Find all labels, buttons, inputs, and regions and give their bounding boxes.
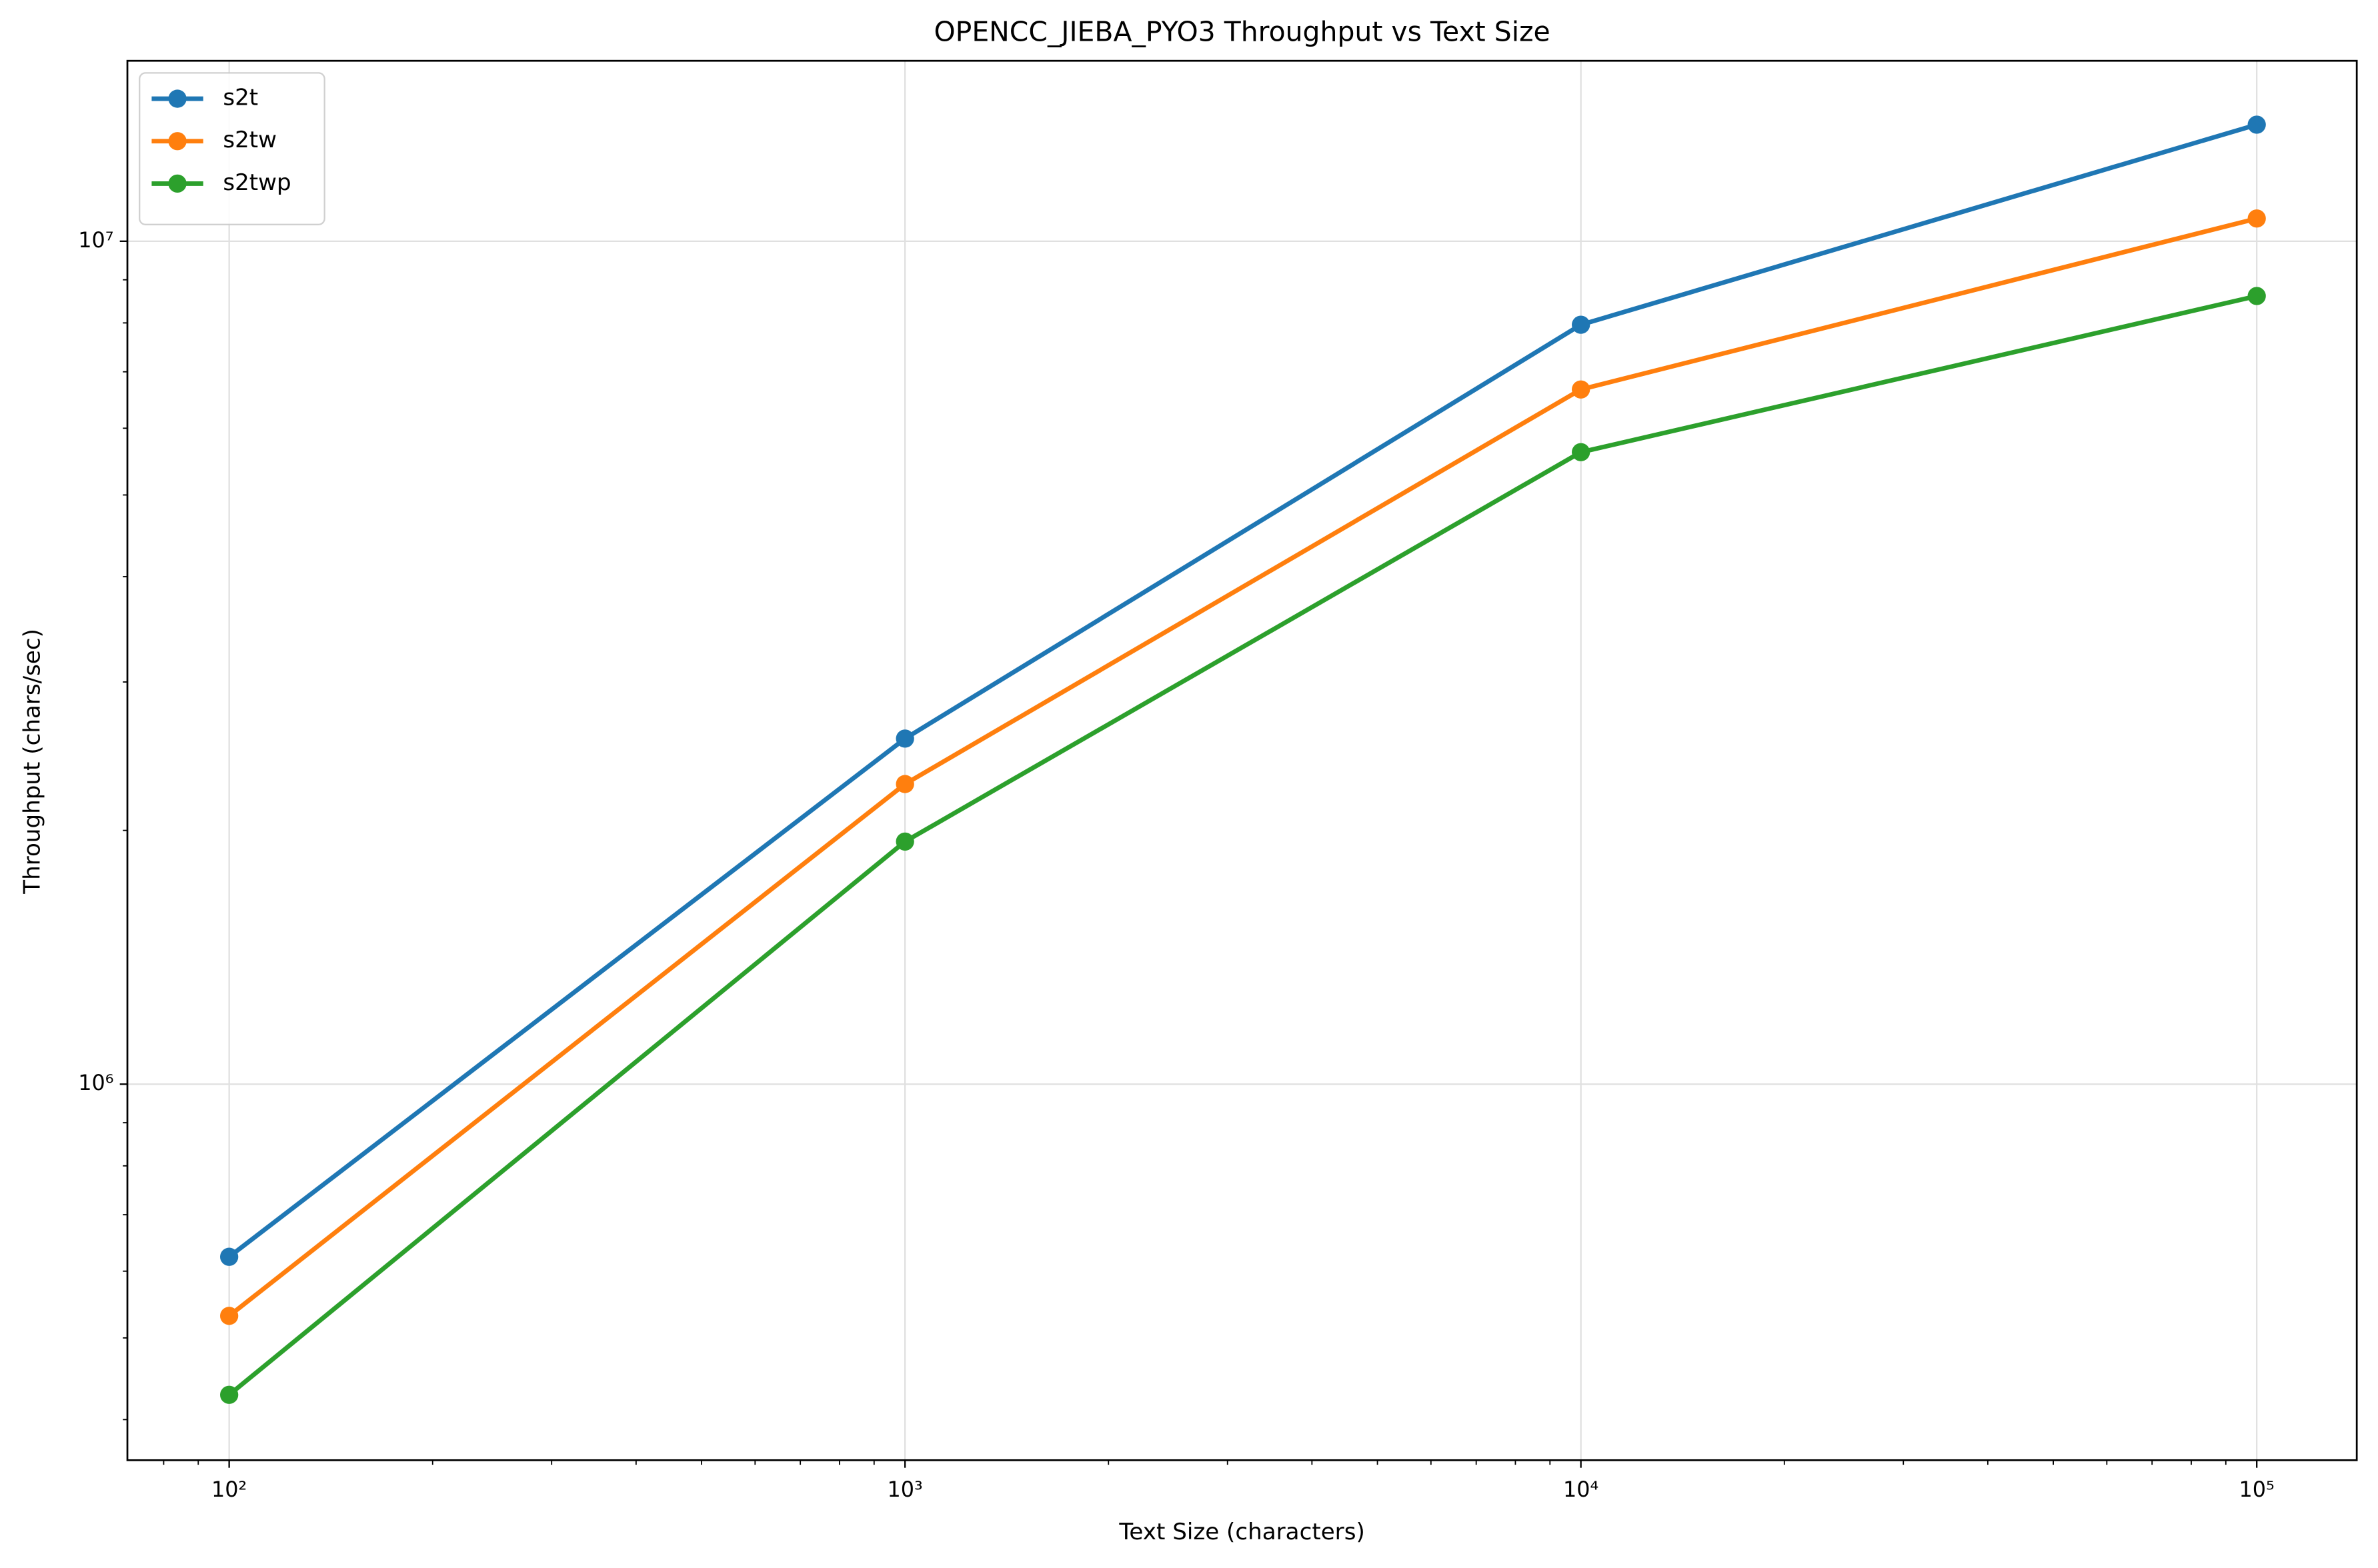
data-point — [2247, 209, 2266, 228]
x-tick-label: 10² — [211, 1477, 247, 1502]
y-axis-label: Throughput (chars/sec) — [19, 629, 46, 895]
series-line — [227, 293, 2257, 1397]
data-point — [896, 775, 914, 793]
plot-area — [220, 115, 2266, 1404]
axes-frame — [126, 59, 2358, 1461]
x-tick-label: 10⁵ — [2239, 1477, 2275, 1502]
legend-marker — [168, 132, 187, 151]
data-point — [896, 729, 914, 748]
data-point — [220, 1307, 239, 1325]
data-point — [1572, 380, 1590, 399]
series-line — [227, 216, 2258, 1318]
series-line — [227, 122, 2258, 1259]
data-point — [896, 832, 914, 851]
data-point — [2247, 287, 2266, 305]
y-tick-label: 10⁷ — [78, 227, 113, 253]
data-point — [220, 1385, 239, 1404]
x-axis-label: Text Size (characters) — [1118, 1519, 1364, 1545]
legend-marker — [168, 174, 187, 193]
y-tick-label: 10⁶ — [78, 1070, 113, 1095]
legend: s2t s2tw s2twp — [139, 72, 325, 225]
x-tick-label: 10⁴ — [1563, 1477, 1598, 1502]
axes: 10² 10³ 10⁴ 10⁵ 10⁶ 10⁷ — [78, 227, 2275, 1502]
data-point — [220, 1247, 239, 1266]
x-tick-label: 10³ — [888, 1477, 923, 1502]
data-point — [1572, 315, 1590, 334]
legend-label: s2twp — [223, 169, 291, 196]
data-point — [2247, 115, 2266, 134]
legend-label: s2tw — [223, 127, 277, 153]
legend-label: s2t — [223, 85, 258, 111]
chart-title: OPENCC_JIEBA_PYO3 Throughput vs Text Siz… — [934, 15, 1550, 47]
data-point — [1572, 443, 1590, 461]
legend-marker — [168, 89, 187, 108]
